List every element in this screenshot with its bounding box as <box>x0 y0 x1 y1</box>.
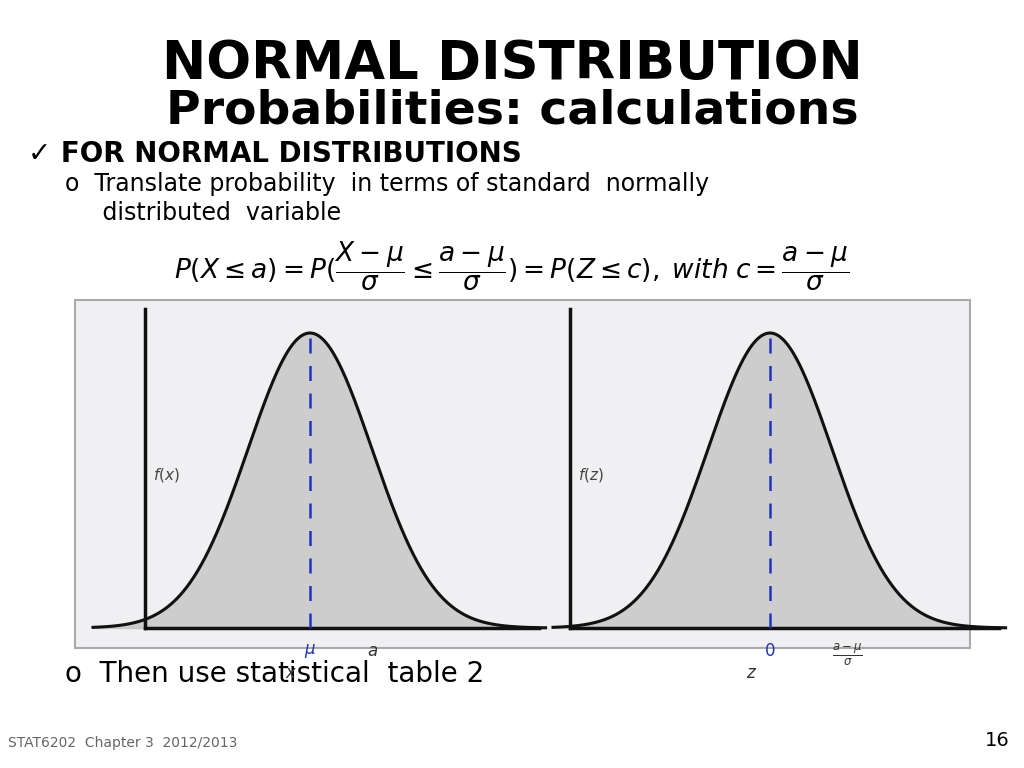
Text: $a$: $a$ <box>368 642 379 660</box>
Text: $f(z)$: $f(z)$ <box>578 465 604 484</box>
Text: distributed  variable: distributed variable <box>65 201 341 225</box>
Text: $x$: $x$ <box>286 664 298 682</box>
Text: $P(X \leq a) = P(\dfrac{X-\mu}{\sigma} \leq \dfrac{a-\mu}{\sigma}) = P(Z \leq c): $P(X \leq a) = P(\dfrac{X-\mu}{\sigma} \… <box>174 240 850 293</box>
Text: STAT6202  Chapter 3  2012/2013: STAT6202 Chapter 3 2012/2013 <box>8 736 238 750</box>
Text: $\mu$: $\mu$ <box>304 642 316 660</box>
FancyBboxPatch shape <box>75 300 970 648</box>
Text: $0$: $0$ <box>764 642 776 660</box>
Text: o  Then use statistical  table 2: o Then use statistical table 2 <box>65 660 484 688</box>
Text: NORMAL DISTRIBUTION: NORMAL DISTRIBUTION <box>162 38 862 90</box>
Text: $f(x)$: $f(x)$ <box>153 465 180 484</box>
Text: $\frac{a-\mu}{\sigma}$: $\frac{a-\mu}{\sigma}$ <box>831 642 862 668</box>
Text: Probabilities: calculations: Probabilities: calculations <box>166 88 858 133</box>
Text: $z$: $z$ <box>745 664 757 682</box>
Text: 16: 16 <box>985 731 1010 750</box>
Text: o  Translate probability  in terms of standard  normally: o Translate probability in terms of stan… <box>65 172 710 196</box>
Text: ✓ FOR NORMAL DISTRIBUTIONS: ✓ FOR NORMAL DISTRIBUTIONS <box>28 140 522 168</box>
